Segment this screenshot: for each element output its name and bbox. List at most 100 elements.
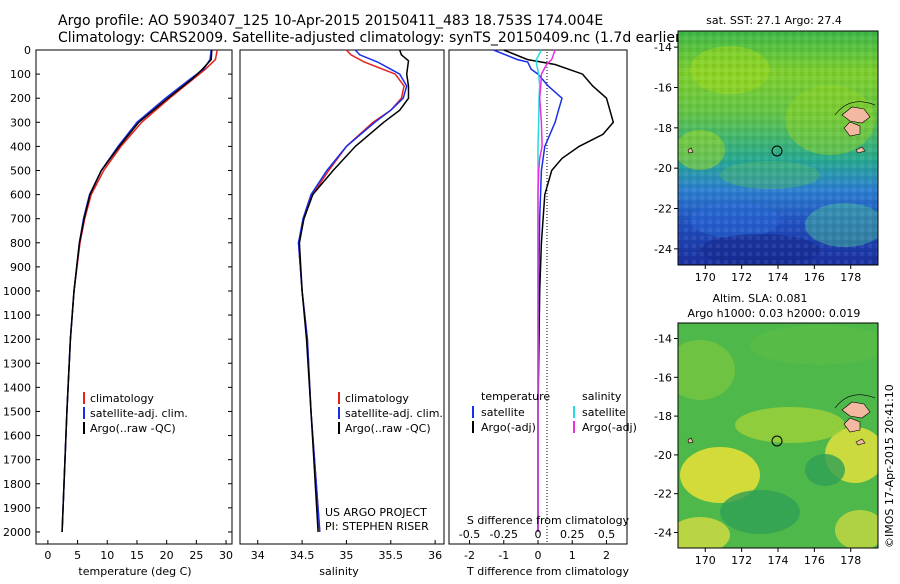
sst-map-axes: 170 172 174 176 178 -14 -16 -18 -20 -22 -24 [654,41,861,284]
x-tick-label: 34.5 [290,549,315,562]
salinity-x-ticks: 34 34.5 35 35.5 36 [251,540,442,562]
x-tick-label: 20 [160,549,174,562]
sal-legend-satellite: satellite-adj. clim. [345,407,443,420]
map-y-tick-label: -22 [654,203,672,216]
map-x-tick-label: 174 [768,554,789,567]
legend-t-argo: Argo(-adj) [481,421,536,434]
x-tick-label: -2 [464,549,475,562]
sst-argo-marker [771,145,783,157]
legend-t-satellite: satellite [481,406,525,419]
difference-x-ticks: -2 -1 0 1 2 [464,540,610,562]
sla-argo-marker [771,435,783,447]
depth-tick-label: 1800 [3,478,31,491]
x-tick-label: 35.5 [379,549,404,562]
sal-legend-climatology: climatology [345,392,409,405]
temperature-lines [61,49,218,533]
map-y-tick-label: -16 [654,81,672,94]
map-y-tick-label: -24 [654,526,672,539]
s-tick-label: -0.25 [490,528,518,541]
temperature-x-ticks: 0 5 10 15 20 25 30 [44,540,233,562]
sst-map-title: sat. SST: 27.1 Argo: 27.4 [706,14,842,27]
map-x-tick-label: 176 [804,271,825,284]
depth-tick-label: 1600 [3,430,31,443]
depth-tick-label: 2000 [3,526,31,539]
x-tick-label: 30 [219,549,233,562]
map-x-tick-label: 170 [695,271,716,284]
legend-temperature-heading: temperature [481,390,550,403]
s-tick-label: 0.5 [598,528,616,541]
map-x-tick-label: 174 [768,271,789,284]
x-tick-label: 34 [251,549,265,562]
x-tick-label: 36 [428,549,442,562]
series-line-salinity-argo-adj- [537,49,556,532]
temperature-legend: climatology satellite-adj. clim. Argo(..… [83,392,188,435]
x-tick-label: 0 [44,549,51,562]
salinity-lines [297,49,410,533]
x-tick-label: 35 [339,549,353,562]
depth-tick-label: 700 [10,213,31,226]
map-y-tick-label: -18 [654,410,672,423]
header-line2: Climatology: CARS2009. Satellite-adjuste… [58,30,686,46]
x-tick-label: -1 [498,549,509,562]
x-tick-label: 25 [189,549,203,562]
map-y-tick-label: -20 [654,162,672,175]
map-y-tick-label: -16 [654,371,672,384]
x-tick-label: 5 [74,549,81,562]
t-diff-label: T difference from climatology [466,565,629,578]
sal-legend-argo: Argo(..raw -QC) [345,422,431,435]
depth-tick-label: 1900 [3,502,31,515]
map-x-tick-label: 178 [840,271,861,284]
series-line-temperature-satellite [493,49,563,532]
map-x-tick-label: 178 [840,554,861,567]
salinity-xlabel: salinity [319,565,359,578]
sla-map [678,323,878,548]
x-tick-label: 15 [130,549,144,562]
credit-pi: PI: STEPHEN RISER [325,520,429,533]
temperature-xlabel: temperature (deg C) [78,565,191,578]
temp-legend-satellite: satellite-adj. clim. [90,407,188,420]
s-tick-label: 0 [535,528,542,541]
depth-tick-label: 300 [10,116,31,129]
map-y-tick-label: -14 [654,41,672,54]
depth-tick-label: 0 [24,44,31,57]
series-line-temperature-argo-adj- [503,49,615,532]
map-y-tick-label: -18 [654,122,672,135]
map-y-tick-label: -20 [654,449,672,462]
depth-tick-label: 400 [10,140,31,153]
map-x-tick-label: 172 [731,554,752,567]
map-y-tick-label: -14 [654,333,672,346]
depth-tick-label: 1200 [3,333,31,346]
x-tick-label: 10 [100,549,114,562]
x-tick-label: 0 [535,549,542,562]
depth-tick-label: 1000 [3,285,31,298]
legend-salinity-heading: salinity [582,390,622,403]
depth-tick-label: 1400 [3,381,31,394]
salinity-panel-frame [239,49,445,545]
salinity-legend: climatology satellite-adj. clim. Argo(..… [338,392,443,435]
x-tick-label: 2 [603,549,610,562]
sla-map-title1: Altim. SLA: 0.081 [712,292,807,305]
legend-s-satellite: satellite [582,406,626,419]
s-tick-label: 0.25 [560,528,585,541]
s-diff-ticks: -0.5 -0.25 0 0.25 0.5 [459,528,615,541]
sst-map [678,31,878,265]
depth-tick-label: 900 [10,261,31,274]
map-x-tick-label: 172 [731,271,752,284]
depth-tick-label: 1500 [3,405,31,418]
map-y-tick-label: -24 [654,243,672,256]
s-tick-label: -0.5 [459,528,480,541]
map-x-tick-label: 176 [804,554,825,567]
temp-legend-argo: Argo(..raw -QC) [90,422,176,435]
depth-tick-label: 200 [10,92,31,105]
depth-axis: 0 100 200 300 400 500 600 700 800 900 1000 1100 1200… [3,44,232,539]
header-line1: Argo profile: AO 5903407_125 10-Apr-2015… [58,13,603,29]
series-line-argo-raw-qc- [298,49,410,533]
depth-tick-label: 600 [10,189,31,202]
difference-lines [493,49,615,532]
depth-tick-label: 1100 [3,309,31,322]
depth-tick-label: 500 [10,164,31,177]
depth-tick-label: 1700 [3,454,31,467]
x-tick-label: 1 [569,549,576,562]
map-y-tick-label: -22 [654,488,672,501]
